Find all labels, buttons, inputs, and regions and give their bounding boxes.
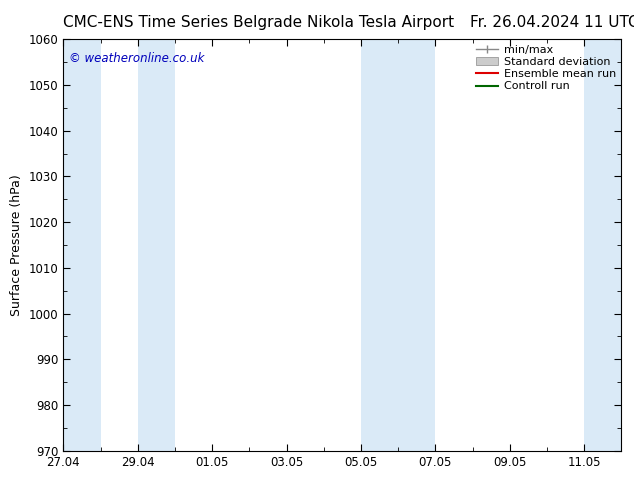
Bar <box>584 39 621 451</box>
Text: CMC-ENS Time Series Belgrade Nikola Tesla Airport: CMC-ENS Time Series Belgrade Nikola Tesl… <box>63 15 454 30</box>
Bar <box>63 39 101 451</box>
Legend: min/max, Standard deviation, Ensemble mean run, Controll run: min/max, Standard deviation, Ensemble me… <box>474 43 618 94</box>
Text: © weatheronline.co.uk: © weatheronline.co.uk <box>69 51 204 65</box>
Bar <box>361 39 398 451</box>
Text: Fr. 26.04.2024 11 UTC: Fr. 26.04.2024 11 UTC <box>470 15 634 30</box>
Bar <box>138 39 175 451</box>
Y-axis label: Surface Pressure (hPa): Surface Pressure (hPa) <box>10 174 23 316</box>
Bar <box>398 39 436 451</box>
